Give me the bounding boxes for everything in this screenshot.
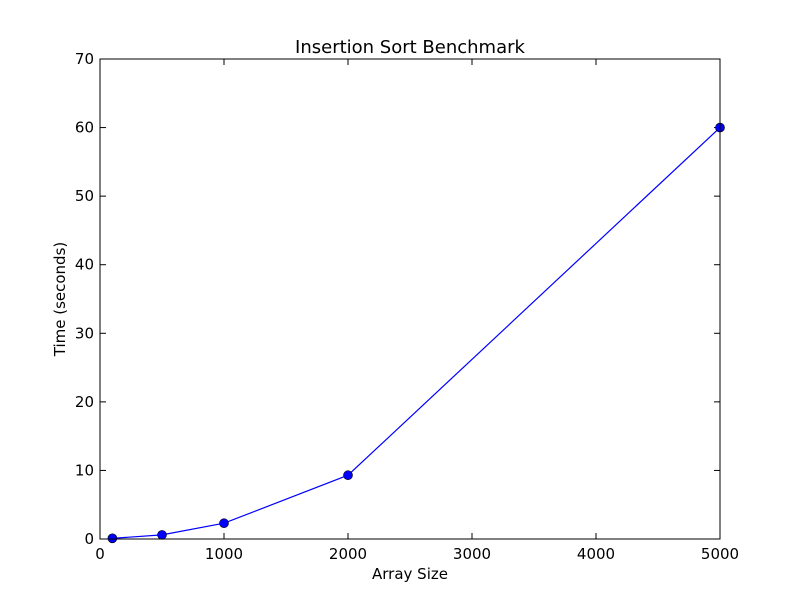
- x-axis-label: Array Size: [372, 565, 448, 583]
- data-point: [219, 518, 229, 529]
- x-tick-label: 4000: [577, 545, 615, 563]
- axis-ticks: 0 1000 2000 3000 4000 5000 0 10 20 30 40 50 60 70: [75, 50, 739, 563]
- y-tick-label: 20: [75, 393, 94, 411]
- chart-title: Insertion Sort Benchmark: [295, 37, 525, 58]
- series-layer: [107, 122, 725, 544]
- x-tick-label: 3000: [453, 545, 491, 563]
- x-tick-label: 0: [95, 545, 105, 563]
- y-tick-label: 60: [75, 119, 94, 137]
- y-tick-label: 10: [75, 461, 94, 479]
- data-point: [343, 470, 353, 481]
- y-axis-label: Time (seconds): [51, 242, 69, 358]
- y-tick-label: 50: [75, 187, 94, 205]
- x-tick-label: 1000: [205, 545, 243, 563]
- x-tick-label: 5000: [701, 545, 739, 563]
- y-tick-label: 30: [75, 324, 94, 342]
- data-point: [157, 530, 167, 540]
- plot-frame: [99, 58, 721, 540]
- y-tick-label: 70: [75, 50, 94, 68]
- x-tick-label: 2000: [329, 545, 367, 563]
- y-tick-label: 40: [75, 256, 94, 274]
- data-point: [107, 533, 118, 544]
- y-tick-label: 0: [84, 530, 94, 548]
